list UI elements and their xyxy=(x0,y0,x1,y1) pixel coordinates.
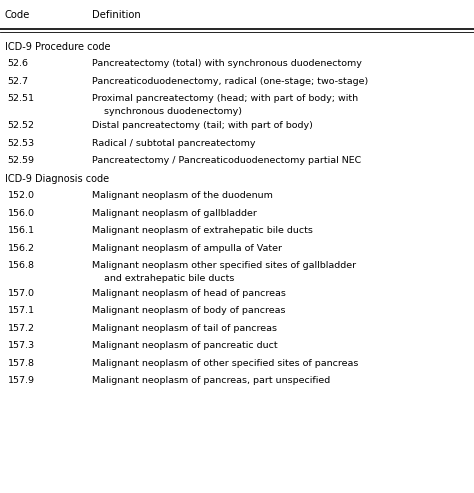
Text: 157.1: 157.1 xyxy=(8,307,35,316)
Text: 152.0: 152.0 xyxy=(8,191,35,201)
Text: 52.59: 52.59 xyxy=(8,156,35,166)
Text: 52.53: 52.53 xyxy=(8,139,35,148)
Text: 157.3: 157.3 xyxy=(8,342,35,351)
Text: 157.8: 157.8 xyxy=(8,359,35,368)
Text: Malignant neoplasm of head of pancreas: Malignant neoplasm of head of pancreas xyxy=(92,289,286,298)
Text: Malignant neoplasm of body of pancreas: Malignant neoplasm of body of pancreas xyxy=(92,307,286,316)
Text: Malignant neoplasm other specified sites of gallbladder: Malignant neoplasm other specified sites… xyxy=(92,261,356,271)
Text: 156.8: 156.8 xyxy=(8,261,35,271)
Text: 52.6: 52.6 xyxy=(8,59,29,68)
Text: Definition: Definition xyxy=(92,10,141,20)
Text: Pancreatectomy (total) with synchronous duodenectomy: Pancreatectomy (total) with synchronous … xyxy=(92,59,362,68)
Text: Pancreatectomy / Pancreaticoduodenectomy partial NEC: Pancreatectomy / Pancreaticoduodenectomy… xyxy=(92,156,362,166)
Text: ICD-9 Diagnosis code: ICD-9 Diagnosis code xyxy=(5,174,109,184)
Text: 156.1: 156.1 xyxy=(8,226,35,236)
Text: Malignant neoplasm of extrahepatic bile ducts: Malignant neoplasm of extrahepatic bile … xyxy=(92,226,313,236)
Text: 157.0: 157.0 xyxy=(8,289,35,298)
Text: Distal pancreatectomy (tail; with part of body): Distal pancreatectomy (tail; with part o… xyxy=(92,121,313,131)
Text: Code: Code xyxy=(5,10,30,20)
Text: Malignant neoplasm of tail of pancreas: Malignant neoplasm of tail of pancreas xyxy=(92,324,277,333)
Text: Malignant neoplasm of the duodenum: Malignant neoplasm of the duodenum xyxy=(92,191,273,201)
Text: Pancreaticoduodenectomy, radical (one-stage; two-stage): Pancreaticoduodenectomy, radical (one-st… xyxy=(92,76,369,85)
Text: Malignant neoplasm of pancreas, part unspecified: Malignant neoplasm of pancreas, part uns… xyxy=(92,377,331,386)
Text: synchronous duodenectomy): synchronous duodenectomy) xyxy=(92,106,242,115)
Text: Malignant neoplasm of other specified sites of pancreas: Malignant neoplasm of other specified si… xyxy=(92,359,359,368)
Text: 52.7: 52.7 xyxy=(8,76,29,85)
Text: 52.52: 52.52 xyxy=(8,121,35,131)
Text: 156.2: 156.2 xyxy=(8,244,35,253)
Text: Proximal pancreatectomy (head; with part of body; with: Proximal pancreatectomy (head; with part… xyxy=(92,94,358,103)
Text: Radical / subtotal pancreatectomy: Radical / subtotal pancreatectomy xyxy=(92,139,256,148)
Text: Malignant neoplasm of ampulla of Vater: Malignant neoplasm of ampulla of Vater xyxy=(92,244,283,253)
Text: 157.2: 157.2 xyxy=(8,324,35,333)
Text: 156.0: 156.0 xyxy=(8,209,35,218)
Text: Malignant neoplasm of gallbladder: Malignant neoplasm of gallbladder xyxy=(92,209,257,218)
Text: ICD-9 Procedure code: ICD-9 Procedure code xyxy=(5,41,110,51)
Text: 52.51: 52.51 xyxy=(8,94,35,103)
Text: Malignant neoplasm of pancreatic duct: Malignant neoplasm of pancreatic duct xyxy=(92,342,278,351)
Text: and extrahepatic bile ducts: and extrahepatic bile ducts xyxy=(92,274,235,283)
Text: 157.9: 157.9 xyxy=(8,377,35,386)
